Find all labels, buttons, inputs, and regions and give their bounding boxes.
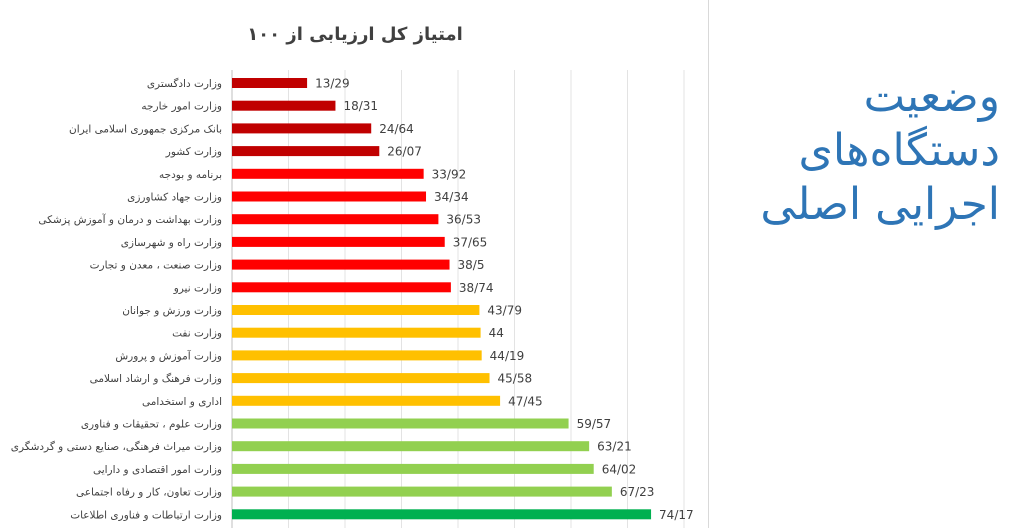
category-label: وزارت ورزش و جوانان bbox=[122, 305, 222, 317]
category-label: بانک مرکزی جمهوری اسلامی ایران bbox=[69, 123, 222, 135]
bar bbox=[232, 509, 652, 520]
value-label: 34/34 bbox=[434, 190, 469, 204]
value-label: 38/5 bbox=[458, 258, 485, 272]
bar bbox=[232, 350, 482, 361]
chart-title: امتیاز کل ارزیابی از ۱۰۰ bbox=[247, 24, 463, 45]
value-label: 74/17 bbox=[659, 508, 694, 522]
bar bbox=[232, 418, 569, 429]
category-label: وزارت میراث فرهنگی، صنایع دستی و گردشگری bbox=[11, 440, 222, 453]
value-label: 45/58 bbox=[498, 372, 533, 386]
bar bbox=[232, 168, 424, 179]
category-label: وزارت امور اقتصادی و دارایی bbox=[93, 464, 222, 476]
bars bbox=[232, 78, 652, 520]
value-label: 38/74 bbox=[459, 281, 494, 295]
value-label: 36/53 bbox=[446, 213, 481, 227]
value-label: 13/29 bbox=[315, 77, 350, 91]
value-label: 44 bbox=[489, 326, 504, 340]
bar bbox=[232, 100, 336, 111]
bar bbox=[232, 282, 451, 293]
value-label: 47/45 bbox=[508, 394, 543, 408]
bar bbox=[232, 214, 439, 225]
category-label: وزارت تعاون، کار و رفاه اجتماعی bbox=[76, 487, 222, 499]
value-label: 37/65 bbox=[453, 235, 488, 249]
category-label: وزارت راه و شهرسازی bbox=[121, 237, 222, 249]
category-label: برنامه و بودجه bbox=[159, 169, 222, 181]
bar bbox=[232, 305, 480, 315]
value-label: 59/57 bbox=[577, 417, 612, 431]
bar bbox=[232, 78, 308, 88]
value-label: 33/92 bbox=[432, 167, 467, 181]
category-label: وزارت امور خارجه bbox=[141, 101, 222, 113]
value-label: 24/64 bbox=[379, 122, 414, 136]
category-label: وزارت نیرو bbox=[173, 282, 222, 294]
value-label: 26/07 bbox=[387, 145, 422, 159]
bar bbox=[232, 236, 445, 247]
category-label: وزارت جهاد کشاورزی bbox=[127, 192, 222, 204]
value-label: 67/23 bbox=[620, 485, 655, 499]
bar bbox=[232, 486, 612, 497]
value-label: 18/31 bbox=[343, 99, 378, 113]
category-label: وزارت ارتباطات و فناوری اطلاعات bbox=[70, 509, 222, 521]
category-label: وزارت آموزش و پرورش bbox=[115, 349, 222, 362]
chart-panel: امتیاز کل ارزیابی از ۱۰۰ وزارت دادگستری و… bbox=[10, 0, 709, 528]
category-label: وزارت صنعت ، معدن و تجارت bbox=[90, 260, 222, 272]
value-label: 63/21 bbox=[597, 440, 632, 454]
bar bbox=[232, 373, 490, 384]
bar bbox=[232, 395, 501, 406]
side-heading-line-1: وضعیت bbox=[863, 71, 1000, 122]
category-label: وزارت کشور bbox=[165, 146, 222, 158]
bar-chart: امتیاز کل ارزیابی از ۱۰۰ وزارت دادگستریو… bbox=[11, 24, 694, 528]
category-label: وزارت بهداشت و درمان و آموزش پزشکی bbox=[38, 213, 222, 226]
bar bbox=[232, 327, 481, 338]
value-label: 43/79 bbox=[487, 304, 522, 318]
bar bbox=[232, 191, 427, 202]
category-labels: وزارت دادگستری وزارت امور خارجه بانک مرکزی… bbox=[11, 77, 222, 521]
side-heading: وضعیت دستگاه‌های اجرایی اصلی bbox=[760, 70, 1000, 232]
bar bbox=[232, 441, 590, 452]
grid-lines bbox=[231, 70, 685, 528]
bar bbox=[232, 463, 594, 474]
category-label: اداری و استخدامی bbox=[142, 396, 222, 408]
bar bbox=[232, 146, 380, 157]
category-label: وزارت دادگستری bbox=[147, 77, 222, 90]
bar bbox=[232, 123, 372, 134]
bar bbox=[232, 259, 450, 270]
category-label: وزارت علوم ، تحقیقات و فناوری bbox=[81, 419, 222, 431]
value-label: 64/02 bbox=[602, 462, 637, 476]
side-heading-line-3: اجرایی اصلی bbox=[760, 179, 1000, 230]
category-label: وزارت فرهنگ و ارشاد اسلامی bbox=[90, 372, 222, 385]
value-label: 44/19 bbox=[490, 349, 525, 363]
category-label: وزارت نفت bbox=[172, 328, 222, 340]
side-heading-line-2: دستگاه‌های bbox=[798, 125, 1000, 176]
